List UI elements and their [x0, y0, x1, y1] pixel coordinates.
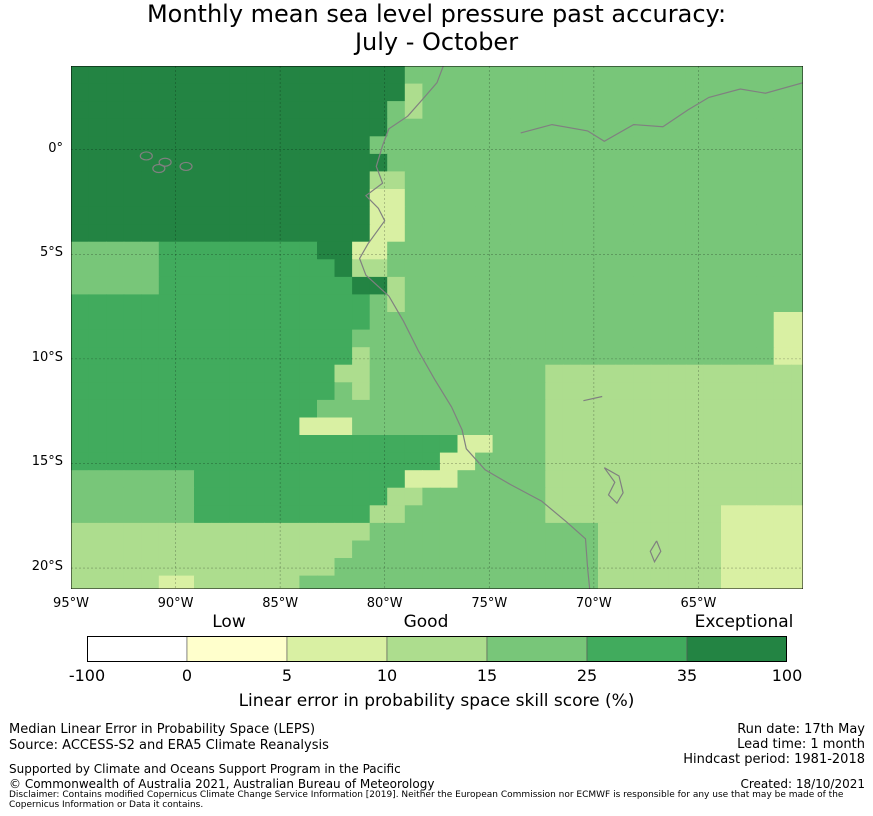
colorbar-tick-label: 15 [476, 666, 498, 685]
footer-support: Supported by Climate and Oceans Support … [9, 762, 401, 776]
chart-title-line1: Monthly mean sea level pressure past acc… [146, 0, 727, 28]
x-tick-label: 95°W [53, 596, 89, 611]
y-tick-label: 15°S [31, 454, 63, 470]
footer-source: Source: ACCESS-S2 and ERA5 Climate Reana… [9, 738, 329, 753]
colorbar-label: Linear error in probability space skill … [238, 691, 635, 711]
colorbar-bin [686, 636, 787, 662]
category-good: Good [403, 612, 449, 632]
border-segment-1 [583, 395, 603, 402]
colorbar-bin [586, 636, 688, 662]
galapagos-island-3 [152, 163, 166, 174]
x-tick-label: 80°W [366, 596, 403, 611]
colorbar-tick-label: 100 [771, 666, 803, 685]
x-tick-label: 75°W [471, 596, 508, 611]
colorbar-bin [87, 636, 188, 662]
footer-copyright: © Commonwealth of Australia 2021, Austra… [9, 777, 435, 791]
colorbar-bin [386, 636, 488, 662]
category-exceptional: Exceptional [694, 612, 794, 632]
y-tick-label: 5°S [39, 245, 63, 261]
galapagos-island-4 [179, 161, 193, 172]
colorbar-tick-label: 5 [281, 666, 293, 685]
galapagos-island-1 [139, 151, 153, 161]
footer-hindcast: Hindcast period: 1981-2018 [683, 752, 865, 767]
colorbar-tick-label: 0 [181, 666, 193, 685]
footer-disclaimer: Disclaimer: Contains modified Copernicus… [9, 790, 844, 810]
coastline [139, 66, 803, 589]
footer-lead-time: Lead time: 1 month [737, 737, 865, 752]
x-tick-label: 65°W [680, 596, 717, 611]
y-tick-label: 10°S [31, 349, 63, 365]
galapagos-island-2 [158, 157, 172, 167]
colorbar [87, 636, 787, 662]
y-tick-label: 20°S [31, 559, 63, 575]
y-tick-label: 0° [48, 140, 63, 156]
footer-created: Created: 18/10/2021 [740, 777, 865, 791]
chart-title-line2: July - October [354, 28, 519, 56]
coastline-mainland [358, 66, 591, 589]
x-tick-label: 90°W [157, 596, 194, 611]
x-tick-label: 85°W [262, 596, 299, 611]
colorbar-bin [186, 636, 288, 662]
colorbar-tick-label: 35 [676, 666, 698, 685]
footer-leps: Median Linear Error in Probability Space… [9, 722, 316, 737]
skill-cells [71, 66, 803, 589]
category-low: Low [212, 612, 246, 632]
x-tick-label: 70°W [575, 596, 612, 611]
colorbar-tick-label: 25 [576, 666, 598, 685]
map-gridlines [71, 66, 803, 589]
colorbar-bin [486, 636, 588, 662]
salt-lake [649, 540, 662, 564]
skill-map [71, 66, 803, 589]
footer-run-date: Run date: 17th May [737, 722, 865, 737]
colorbar-bin [286, 636, 388, 662]
colorbar-tick-label: 10 [376, 666, 398, 685]
lake-titicaca [603, 467, 624, 505]
colorbar-tick-label: -100 [68, 666, 106, 685]
river-border-north [520, 82, 803, 142]
